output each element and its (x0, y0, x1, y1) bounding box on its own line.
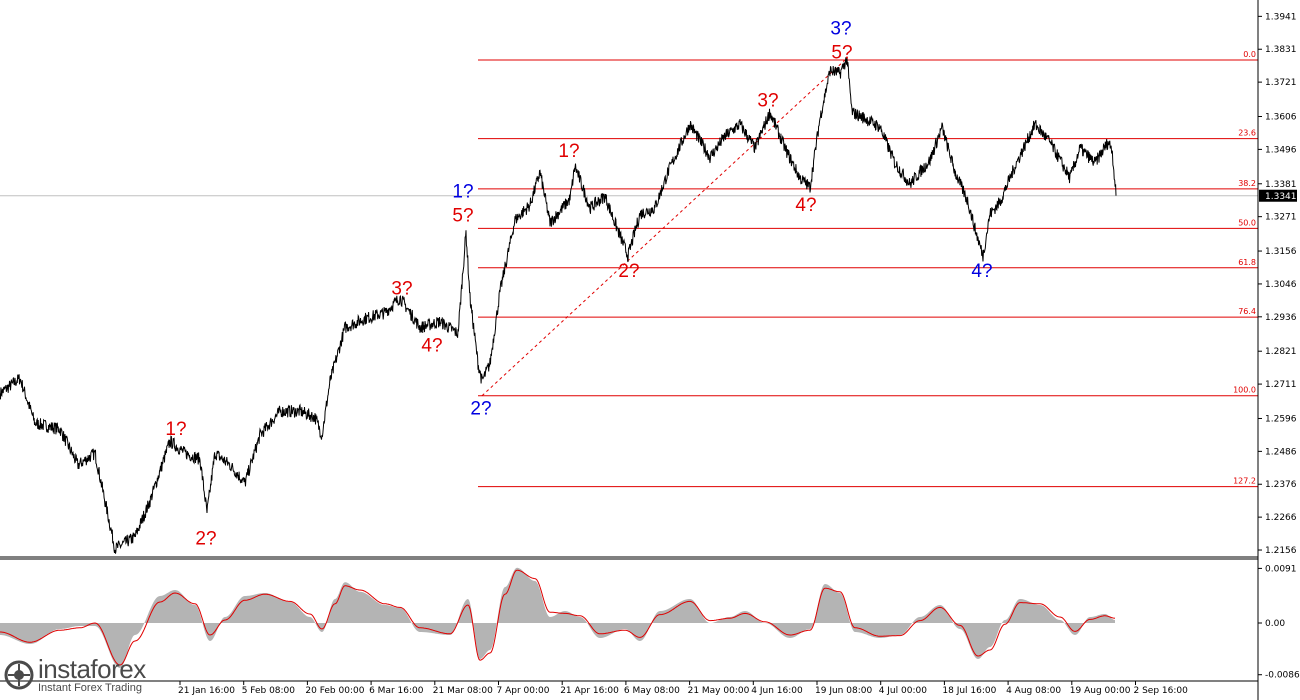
price-tick-label: 1.3496 (1265, 145, 1297, 155)
time-tick-label: 6 Mar 16:00 (369, 686, 424, 696)
oscillator-tick-label: 0.0091 (1265, 564, 1297, 574)
fib-trendline (481, 59, 846, 397)
price-tick-label: 1.3046 (1265, 280, 1297, 290)
price-tick-label: 1.2711 (1265, 380, 1297, 390)
time-tick-label: 21 Apr 16:00 (560, 686, 619, 696)
wave-label: 2? (618, 261, 639, 282)
wave-label: 5? (452, 205, 473, 226)
wave-label: 4? (971, 261, 992, 282)
fib-level-label: 50.0 (1238, 218, 1256, 227)
time-tick-label: 4 Jun 16:00 (751, 686, 803, 696)
fib-level-label: 127.2 (1233, 477, 1256, 486)
time-tick-label: 21 Mar 08:00 (433, 686, 493, 696)
oscillator-signal-line (0, 569, 1116, 666)
fib-level-label: 38.2 (1238, 179, 1256, 188)
price-tick-label: 1.2821 (1265, 347, 1297, 357)
time-tick-label: 6 May 08:00 (624, 686, 680, 696)
price-series-line (0, 56, 1117, 554)
wave-label: 3? (757, 90, 778, 111)
price-tick-label: 1.2596 (1265, 414, 1297, 424)
price-tick-label: 1.3941 (1265, 12, 1297, 22)
price-tick-label: 1.3271 (1265, 213, 1297, 223)
current-price-box (1259, 189, 1297, 202)
wave-label: 4? (421, 336, 442, 357)
fib-level-label: 23.6 (1238, 129, 1256, 138)
wave-label: 1? (558, 141, 579, 162)
time-tick-label: 2 Sep 16:00 (1134, 686, 1189, 696)
time-tick-label: 19 Jun 08:00 (815, 686, 872, 696)
instaforex-logo: instaforex Instant Forex Trading (4, 652, 180, 698)
fib-level-label: 0.0 (1243, 50, 1256, 59)
price-tick-label: 1.3156 (1265, 247, 1297, 257)
logo-tagline: Instant Forex Trading (38, 682, 142, 694)
time-tick-label: 18 Jul 16:00 (942, 686, 996, 696)
price-tick-label: 1.3381 (1265, 180, 1297, 190)
price-tick-label: 1.3606 (1265, 113, 1297, 123)
time-tick-label: 7 Apr 00:00 (497, 686, 550, 696)
wave-label: 1? (452, 182, 473, 203)
price-tick-label: 1.2376 (1265, 480, 1297, 490)
wave-label: 3? (391, 279, 412, 300)
price-tick-label: 1.2936 (1265, 313, 1297, 323)
current-price-label: 1.3341 (1265, 192, 1297, 202)
fib-level-label: 100.0 (1233, 386, 1256, 395)
fib-level-label: 61.8 (1238, 258, 1256, 267)
wave-label: 3? (830, 19, 851, 40)
oscillator-tick-label: 0.00 (1265, 619, 1285, 629)
wave-label: 5? (831, 43, 852, 64)
time-tick-label: 19 Aug 00:00 (1070, 686, 1131, 696)
time-tick-label: 21 Jan 16:00 (178, 686, 235, 696)
time-tick-label: 4 Aug 08:00 (1006, 686, 1061, 696)
fib-level-label: 76.4 (1238, 307, 1256, 316)
price-tick-label: 1.2266 (1265, 513, 1297, 523)
time-tick-label: 21 May 00:00 (688, 686, 750, 696)
time-tick-label: 4 Jul 00:00 (879, 686, 928, 696)
wave-label: 1? (165, 419, 186, 440)
oscillator-histogram (0, 567, 1115, 668)
wave-label: 2? (195, 528, 216, 549)
price-tick-label: 1.2156 (1265, 546, 1297, 556)
price-tick-label: 1.2486 (1265, 447, 1297, 457)
logo-icon (4, 660, 34, 690)
price-tick-label: 1.3721 (1265, 78, 1297, 88)
time-tick-label: 5 Feb 08:00 (242, 686, 296, 696)
logo-brand: instaforex (38, 654, 146, 684)
price-tick-label: 1.3831 (1265, 45, 1297, 55)
wave-label: 2? (470, 398, 491, 419)
time-tick-label: 20 Feb 00:00 (305, 686, 364, 696)
wave-label: 4? (795, 195, 816, 216)
